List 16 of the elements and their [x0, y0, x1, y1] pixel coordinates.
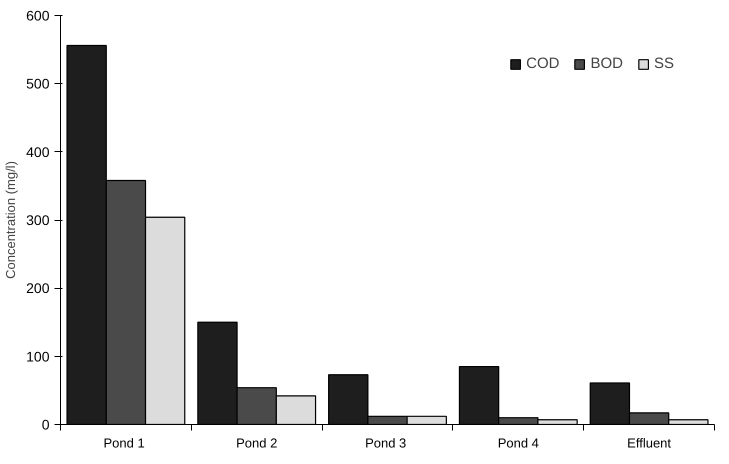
y-tick-label: 400 [26, 144, 50, 160]
x-tick-label: Effluent [627, 436, 672, 450]
y-tick-label: 200 [26, 280, 50, 296]
x-tick-label: Pond 2 [236, 436, 278, 450]
y-axis-title: Concentration (mg/l) [3, 161, 18, 279]
y-tick-label: 500 [26, 76, 50, 92]
x-tick-label: Pond 1 [103, 436, 145, 450]
legend-label: SS [654, 55, 674, 72]
y-tick-label: 0 [42, 416, 50, 432]
legend-label: BOD [590, 55, 623, 72]
y-tick-label: 600 [26, 8, 50, 24]
legend-label: COD [526, 55, 560, 72]
y-tick-label: 100 [26, 348, 50, 364]
y-tick-label: 300 [26, 212, 50, 228]
x-tick-label: Pond 3 [365, 436, 406, 450]
x-tick-label: Pond 4 [498, 436, 539, 450]
